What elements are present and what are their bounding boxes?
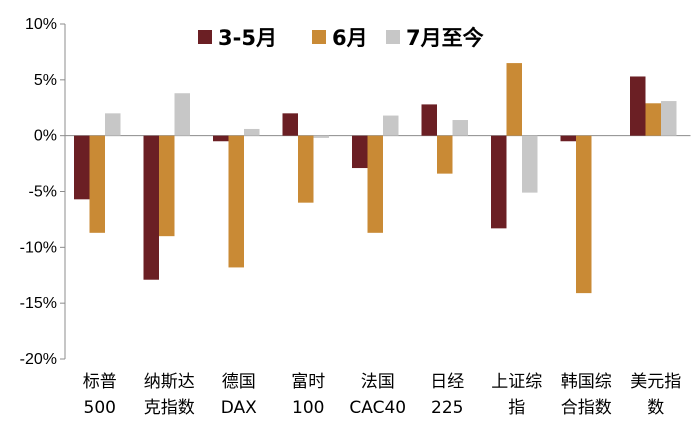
legend-swatch-3 bbox=[386, 30, 400, 44]
bar-2-4 bbox=[298, 135, 314, 203]
category-label: DAX bbox=[221, 398, 257, 418]
bar-2-6 bbox=[437, 135, 453, 174]
y-tick-label: -15% bbox=[20, 295, 57, 312]
legend: 3-5月 6月 7月至今 bbox=[198, 26, 484, 50]
bar-2-8 bbox=[576, 135, 592, 294]
y-tick-label: -10% bbox=[20, 239, 57, 256]
legend-label-2: 6月 bbox=[332, 26, 368, 50]
bar-3-6 bbox=[452, 120, 468, 136]
bar-2-1 bbox=[89, 135, 105, 233]
bar-3-9 bbox=[661, 101, 677, 136]
y-tick-label: 10% bbox=[25, 16, 57, 33]
category-label: 法国 bbox=[361, 372, 395, 392]
y-tick-label: -20% bbox=[20, 351, 57, 368]
bar-2-7 bbox=[506, 63, 522, 136]
category-label: 日经 bbox=[430, 372, 464, 392]
bar-1-7 bbox=[491, 135, 507, 229]
bar-2-5 bbox=[367, 135, 383, 233]
bar-1-6 bbox=[421, 104, 437, 136]
bar-3-7 bbox=[522, 135, 538, 193]
category-label: 100 bbox=[292, 398, 324, 418]
category-label: 500 bbox=[84, 398, 116, 418]
legend-label-1: 3-5月 bbox=[218, 26, 277, 50]
category-label: 韩国综 bbox=[561, 372, 612, 392]
category-label: 富时 bbox=[291, 372, 325, 392]
category-label: 上证综 bbox=[491, 372, 542, 392]
category-label: 数 bbox=[647, 398, 664, 418]
legend-label-3: 7月至今 bbox=[406, 26, 484, 50]
category-label: 克指数 bbox=[144, 398, 195, 418]
category-label: 纳斯达 bbox=[144, 372, 195, 392]
bar-1-1 bbox=[74, 135, 90, 200]
bar-3-5 bbox=[383, 115, 399, 136]
bar-1-9 bbox=[630, 76, 646, 136]
legend-swatch-2 bbox=[312, 30, 326, 44]
bar-2-3 bbox=[228, 135, 244, 268]
bar-3-2 bbox=[174, 93, 190, 136]
category-label: 225 bbox=[431, 398, 463, 418]
category-label: 德国 bbox=[222, 372, 256, 392]
bar-1-3 bbox=[213, 135, 229, 142]
bars-layer bbox=[74, 63, 677, 294]
category-label: 合指数 bbox=[561, 398, 612, 418]
y-tick-label: -5% bbox=[29, 184, 57, 201]
y-tick-label: 5% bbox=[34, 72, 57, 89]
bar-1-5 bbox=[352, 135, 368, 169]
bar-3-4 bbox=[313, 135, 329, 138]
category-label: CAC40 bbox=[349, 398, 406, 418]
y-tick-label: 0% bbox=[34, 128, 57, 145]
bar-2-9 bbox=[645, 103, 661, 136]
category-label: 标普 bbox=[83, 372, 117, 392]
bar-1-8 bbox=[560, 135, 576, 142]
bar-3-1 bbox=[105, 113, 121, 136]
bar-3-3 bbox=[244, 128, 260, 136]
category-label: 美元指 bbox=[630, 372, 681, 392]
legend-swatch-1 bbox=[198, 30, 212, 44]
bar-2-2 bbox=[159, 135, 175, 237]
bar-1-2 bbox=[143, 135, 159, 280]
bar-1-4 bbox=[282, 113, 298, 136]
category-label: 指 bbox=[508, 398, 525, 418]
